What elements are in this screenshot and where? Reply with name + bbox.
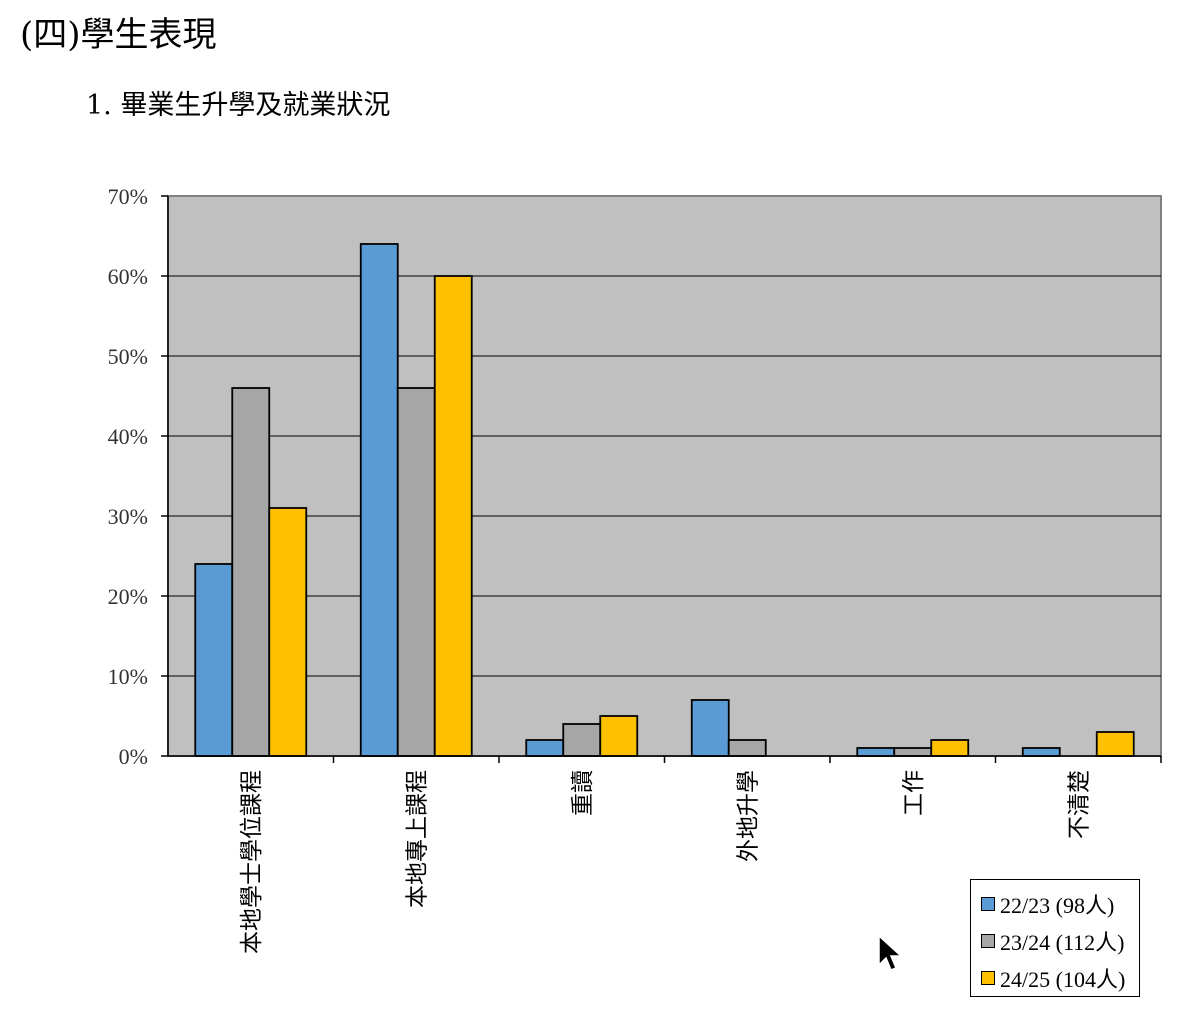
- bar: [727, 739, 767, 757]
- x-category-label: 工作: [901, 770, 927, 816]
- legend-swatch: [981, 933, 995, 948]
- bar: [1095, 731, 1135, 757]
- section-title: (四)學生表現: [20, 15, 217, 55]
- legend-label: 24/25 (104人): [1000, 966, 1126, 992]
- bar: [690, 699, 730, 757]
- legend-swatch: [981, 970, 995, 985]
- bar: [562, 723, 602, 757]
- legend: 22/23 (98人) 23/24 (112人) 24/25 (104人): [970, 879, 1140, 997]
- y-tick-label: 70%: [108, 184, 148, 209]
- y-tick-label: 30%: [108, 504, 148, 529]
- axes: [161, 195, 1162, 763]
- bar: [1021, 747, 1061, 757]
- bar: [893, 747, 933, 757]
- legend-item: 22/23 (98人): [981, 885, 1139, 922]
- bar: [433, 275, 473, 757]
- bar: [930, 739, 970, 757]
- bar: [856, 747, 896, 757]
- y-tick-label: 0%: [119, 744, 148, 769]
- bar: [599, 715, 639, 757]
- x-category-label: 不清楚: [1066, 770, 1092, 839]
- mouse-pointer-icon: [878, 935, 903, 971]
- bar: [231, 387, 271, 757]
- x-category-label: 本地學士學位課程: [239, 770, 265, 954]
- legend-swatch: [981, 896, 995, 911]
- bar: [194, 563, 234, 757]
- gridlines: [168, 275, 1161, 677]
- legend-label: 23/24 (112人): [1000, 929, 1125, 955]
- y-tick-label: 60%: [108, 264, 148, 289]
- bar: [525, 739, 565, 757]
- bar: [396, 387, 436, 757]
- y-axis-ticks: 0% 10% 20% 30% 40% 50% 60% 70%: [108, 184, 148, 769]
- y-tick-label: 20%: [108, 584, 148, 609]
- y-tick-label: 40%: [108, 424, 148, 449]
- x-category-label: 重讀: [570, 770, 596, 816]
- x-axis-categories: 本地學士學位課程 本地專上課程 重讀 外地升學 工作 不清楚: [239, 770, 1093, 954]
- legend-item: 24/25 (104人): [981, 959, 1139, 996]
- bar: [268, 507, 308, 757]
- legend-item: 23/24 (112人): [981, 922, 1139, 959]
- bars: [194, 243, 1135, 757]
- x-category-label: 外地升學: [735, 770, 761, 862]
- y-tick-label: 50%: [108, 344, 148, 369]
- y-tick-label: 10%: [108, 664, 148, 689]
- bar: [359, 243, 399, 757]
- plot-area: [167, 195, 1162, 757]
- chart-heading: 1. 畢業生升學及就業狀況: [86, 90, 391, 121]
- x-category-label: 本地專上課程: [404, 770, 430, 908]
- legend-label: 22/23 (98人): [1000, 892, 1115, 918]
